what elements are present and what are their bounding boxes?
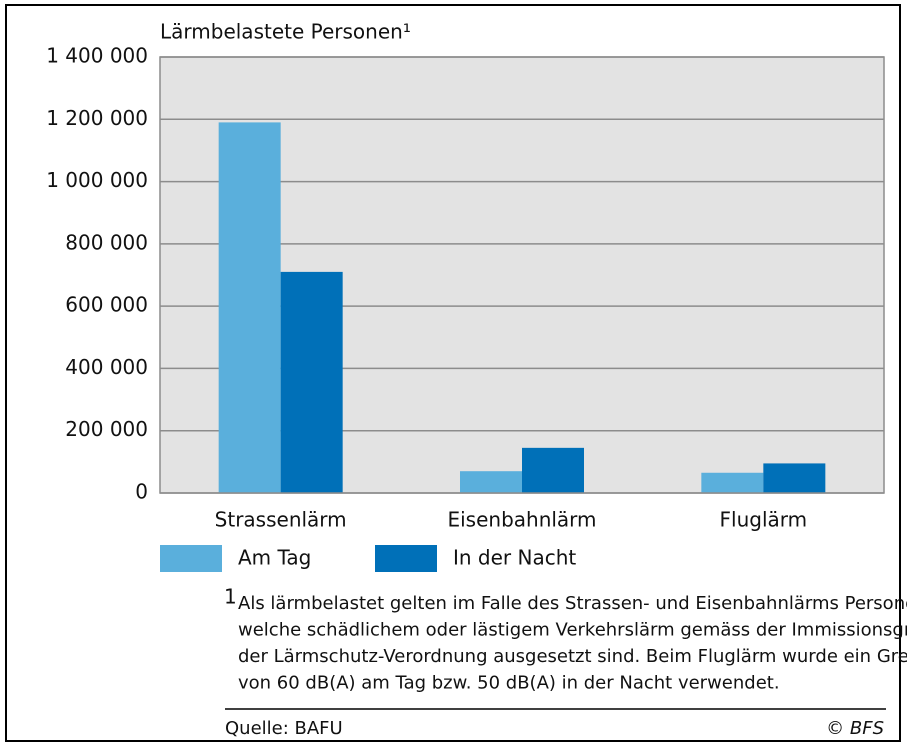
legend-swatch — [375, 545, 437, 572]
bar — [701, 472, 764, 493]
footnote-line: von 60 dB(A) am Tag bzw. 50 dB(A) in der… — [238, 673, 780, 694]
bar — [522, 447, 584, 493]
x-tick-label: Fluglärm — [720, 508, 808, 532]
y-tick-label: 200 000 — [65, 417, 148, 441]
legend-label: In der Nacht — [453, 546, 576, 570]
bar — [280, 271, 343, 493]
copyright: © BFS — [826, 718, 884, 739]
source: Quelle: BAFU — [225, 718, 343, 739]
y-tick-label: 0 — [135, 480, 148, 504]
y-tick-label: 1 400 000 — [46, 44, 148, 68]
legend-label: Am Tag — [238, 546, 311, 570]
legend-swatch — [160, 545, 222, 572]
plot-border — [159, 56, 885, 494]
y-tick-label: 600 000 — [65, 293, 148, 317]
bar — [218, 122, 281, 494]
footnote-line: der Lärmschutz-Verordnung ausgesetzt sin… — [238, 646, 907, 667]
x-tick-label: Eisenbahnlärm — [447, 508, 596, 532]
footnote-line: Als lärmbelastet gelten im Falle des Str… — [238, 593, 907, 614]
y-tick-label: 1 200 000 — [46, 106, 148, 130]
bar — [460, 471, 522, 493]
y-tick-label: 800 000 — [65, 230, 148, 254]
bar — [763, 463, 826, 493]
y-tick-label: 400 000 — [65, 355, 148, 379]
chart-title: Lärmbelastete Personen¹ — [160, 20, 411, 44]
x-tick-label: Strassenlärm — [215, 508, 347, 532]
y-tick-label: 1 000 000 — [46, 168, 148, 192]
frame — [5, 4, 901, 742]
footnote-marker: 1 — [224, 585, 237, 609]
footnote-line: welche schädlichem oder lästigem Verkehr… — [238, 620, 907, 641]
